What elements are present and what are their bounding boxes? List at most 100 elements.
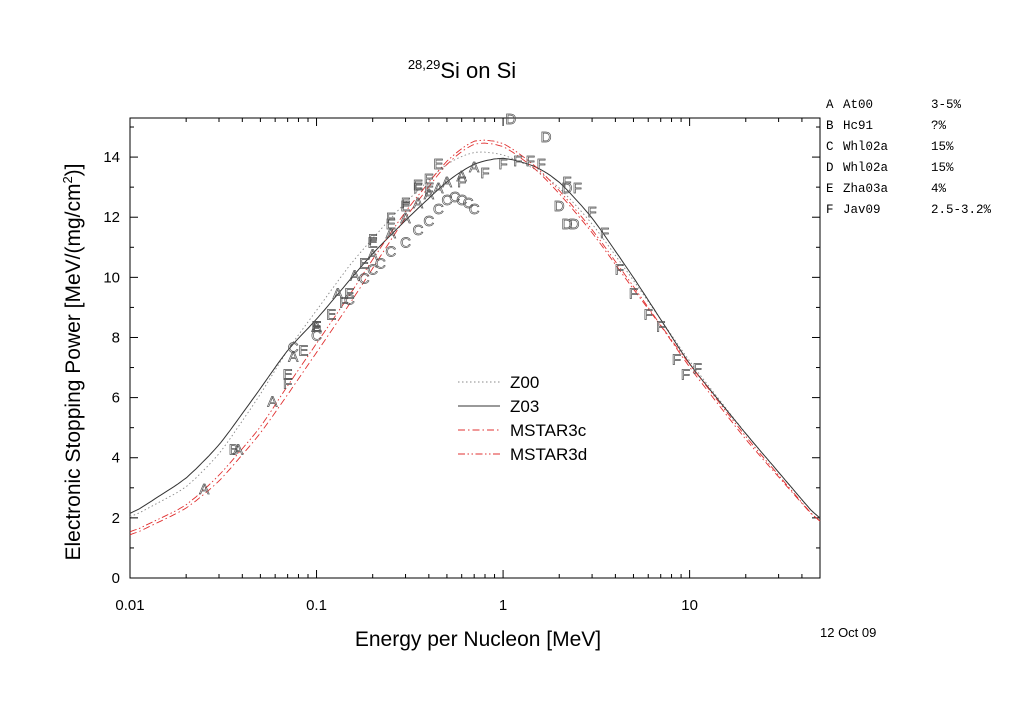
marker-f: F: [283, 376, 292, 393]
reference-key: A At00 3-5% B Hc91 ?% C Whl02a 15% D Whl02a 15% E Zha…: [826, 98, 992, 217]
marker-b: B: [229, 442, 239, 459]
marker-c: C: [344, 291, 355, 308]
y-tick-label: 6: [112, 390, 120, 407]
x-axis-title: Energy per Nucleon [MeV]: [355, 628, 601, 651]
title-main: Si on Si: [440, 58, 516, 83]
y-axis-title: Electronic Stopping Power [MeV/(mg/cm2)]: [60, 163, 85, 560]
marker-f: F: [672, 352, 681, 369]
model-curves: [129, 139, 821, 536]
marker-c: C: [423, 213, 434, 230]
y-tick-label: 10: [103, 269, 120, 286]
marker-c: C: [400, 234, 411, 251]
marker-d: D: [562, 216, 573, 233]
marker-f: F: [424, 183, 433, 200]
marker-e: E: [433, 156, 443, 173]
marker-f: F: [480, 165, 489, 182]
marker-f: F: [600, 225, 609, 242]
marker-c: C: [385, 243, 396, 260]
marker-a: A: [469, 159, 479, 176]
marker-f: F: [537, 156, 546, 173]
marker-e: E: [283, 367, 293, 384]
key-reference: Zha03a: [843, 182, 889, 196]
key-letter: E: [826, 182, 834, 196]
legend-label-z00: Z00: [510, 373, 539, 392]
marker-f: F: [615, 261, 624, 278]
marker-a: A: [442, 174, 452, 191]
marker-c: C: [413, 222, 424, 239]
marker-e: E: [424, 171, 434, 188]
marker-c: C: [311, 327, 322, 344]
marker-a: A: [413, 195, 423, 212]
marker-c: C: [463, 195, 474, 212]
marker-e: E: [368, 234, 378, 251]
marker-f: F: [368, 231, 377, 248]
key-uncertainty: 15%: [931, 161, 954, 175]
y-axis-title-end: )]: [62, 163, 85, 176]
x-tick-label: 0.1: [306, 597, 327, 614]
marker-a: A: [401, 210, 411, 227]
x-tick-label: 0.01: [115, 597, 144, 614]
key-letter: C: [826, 140, 834, 154]
marker-e: E: [326, 306, 336, 323]
title-superscript: 28,29: [408, 57, 441, 72]
legend-label-mstar3c: MSTAR3c: [510, 421, 587, 440]
marker-c: C: [449, 189, 460, 206]
y-axis: 0 2 4 6 8 10 12 14: [103, 126, 820, 587]
key-letter: B: [826, 119, 834, 133]
marker-a: A: [424, 186, 434, 203]
y-tick-label: 0: [112, 570, 120, 587]
marker-d: D: [569, 216, 580, 233]
chart-title: 28,29Si on Si: [408, 57, 516, 83]
key-uncertainty: 2.5-3.2%: [931, 203, 992, 217]
y-tick-label: 2: [112, 510, 120, 527]
legend-label-z03: Z03: [510, 397, 539, 416]
marker-e: E: [344, 285, 354, 302]
key-reference: Whl02a: [843, 140, 889, 154]
legend-label-mstar3d: MSTAR3d: [510, 445, 587, 464]
marker-d: D: [562, 180, 573, 197]
marker-e: E: [298, 343, 308, 360]
marker-f: F: [629, 285, 638, 302]
marker-c: C: [288, 339, 299, 356]
marker-a: A: [368, 246, 378, 263]
key-letter: F: [826, 203, 834, 217]
marker-a: A: [199, 481, 209, 498]
marker-e: E: [386, 216, 396, 233]
plot-border: [129, 117, 821, 579]
y-tick-label: 4: [112, 450, 120, 467]
marker-a: A: [288, 349, 298, 366]
marker-f: F: [386, 210, 395, 227]
marker-c: C: [469, 201, 480, 218]
marker-a: A: [333, 285, 343, 302]
key-reference: Jav09: [843, 203, 881, 217]
marker-c: C: [375, 255, 386, 272]
marker-f: F: [562, 174, 571, 191]
x-tick-label: 10: [681, 597, 698, 614]
marker-d: D: [554, 198, 565, 215]
marker-f: F: [413, 180, 422, 197]
key-reference: Hc91: [843, 119, 873, 133]
marker-a: A: [433, 180, 443, 197]
y-tick-label: 8: [112, 329, 120, 346]
marker-d: D: [505, 111, 516, 128]
key-reference: At00: [843, 98, 873, 112]
date-stamp: 12 Oct 09: [820, 625, 876, 640]
marker-e: E: [312, 318, 322, 335]
plot-frame: [129, 117, 821, 579]
marker-a: A: [267, 394, 277, 411]
marker-e: E: [401, 198, 411, 215]
marker-f: F: [526, 153, 535, 170]
marker-e: E: [413, 177, 423, 194]
marker-f: F: [573, 180, 582, 197]
key-uncertainty: 3-5%: [931, 98, 962, 112]
marker-a: A: [457, 168, 467, 185]
y-axis-title-main: Electronic Stopping Power [MeV/(mg/cm: [62, 184, 85, 561]
chart-legend: Z00 Z03 MSTAR3c MSTAR3d: [458, 373, 587, 464]
marker-a: A: [386, 225, 396, 242]
key-uncertainty: 4%: [931, 182, 947, 196]
y-axis-title-sup: 2: [60, 176, 75, 183]
marker-f: F: [339, 294, 348, 311]
marker-f: F: [498, 156, 507, 173]
